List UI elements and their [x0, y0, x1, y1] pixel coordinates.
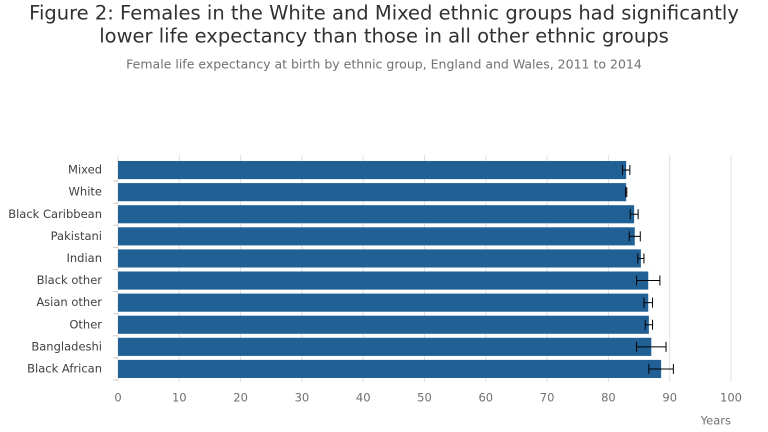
y-tick-label: Black African: [27, 361, 102, 375]
y-tick-label: White: [69, 185, 102, 199]
bar: [118, 205, 635, 224]
error-bar: [648, 363, 674, 374]
error-bar: [628, 231, 641, 242]
chart-subtitle: Female life expectancy at birth by ethni…: [126, 57, 642, 72]
error-bar: [636, 275, 661, 286]
x-tick-label: 10: [172, 391, 187, 405]
x-tick-label: 100: [720, 391, 742, 405]
bar: [118, 293, 649, 312]
y-tick-label: Asian other: [36, 295, 102, 309]
y-tick-label: Pakistani: [51, 229, 102, 243]
error-bar: [629, 209, 639, 220]
x-tick-label: 90: [662, 391, 677, 405]
x-tick-label: 40: [356, 391, 371, 405]
y-tick-label: Black other: [37, 273, 103, 287]
x-tick-label: 50: [417, 391, 432, 405]
bar: [118, 359, 662, 379]
x-tick-label: 20: [233, 391, 248, 405]
x-tick-label: 30: [295, 391, 310, 405]
bar: [118, 183, 627, 202]
chart-title: lower life expectancy than those in all …: [99, 25, 669, 48]
y-tick-label: Mixed: [68, 163, 102, 177]
x-tick-label: 70: [540, 391, 555, 405]
bar: [118, 337, 652, 356]
bar: [118, 271, 649, 290]
error-bar: [621, 165, 631, 176]
x-tick-label: 80: [601, 391, 616, 405]
bar: [118, 227, 635, 246]
y-tick-label: Other: [69, 317, 102, 331]
y-tick-label: Black Caribbean: [8, 207, 102, 221]
error-bar: [636, 341, 667, 352]
bar: [118, 249, 641, 268]
bar: [118, 160, 627, 180]
bar: [118, 315, 649, 334]
y-tick-label: Indian: [66, 251, 102, 265]
chart-title: Figure 2: Females in the White and Mixed…: [29, 2, 739, 25]
y-tick-label: Bangladeshi: [31, 339, 102, 353]
error-bar: [643, 297, 654, 308]
x-tick-label: 0: [114, 391, 121, 405]
error-bar: [644, 319, 654, 330]
x-tick-label: 60: [478, 391, 493, 405]
error-bar: [637, 253, 645, 264]
error-bar: [625, 187, 628, 198]
x-axis-label: Years: [700, 414, 731, 428]
